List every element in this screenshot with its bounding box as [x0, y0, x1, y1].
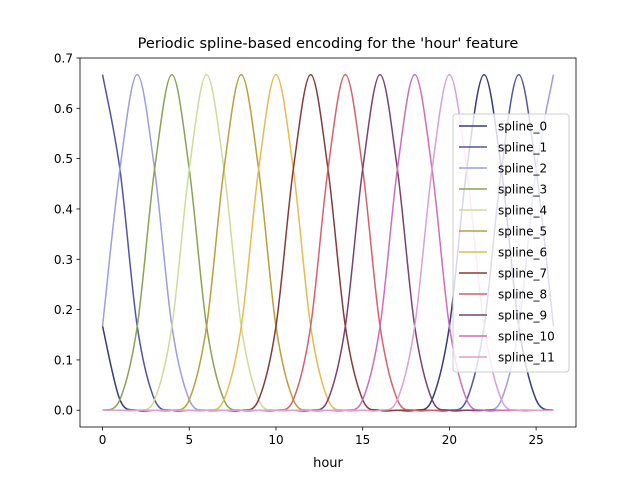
y-tick-label: 0.4: [54, 202, 73, 216]
y-tick-label: 0.7: [54, 52, 73, 66]
legend-label-spline_10: spline_10: [498, 330, 555, 344]
x-axis-label: hour: [313, 456, 343, 471]
legend-frame: [452, 113, 570, 373]
y-tick-label: 0.2: [54, 303, 73, 317]
legend-label-spline_9: spline_9: [498, 309, 547, 323]
legend-label-spline_1: spline_1: [498, 141, 547, 155]
y-tick-label: 0.0: [54, 404, 73, 418]
legend: spline_0 spline_1 spline_2 spline_3 spline_4…: [452, 113, 570, 373]
legend-label-spline_5: spline_5: [498, 225, 547, 239]
legend-label-spline_7: spline_7: [498, 267, 547, 281]
y-tick-label: 0.1: [54, 353, 73, 367]
legend-label-spline_8: spline_8: [498, 288, 547, 302]
chart-title: Periodic spline-based encoding for the '…: [138, 36, 519, 52]
legend-label-spline_3: spline_3: [498, 183, 547, 197]
plot-area: 0 5 10 15 20 25 0.0 0.1 0.2 0.3 0.4 0.5 0.6 0.7: [54, 52, 577, 447]
legend-label-spline_0: spline_0: [498, 120, 547, 134]
x-tick-label: 0: [99, 433, 107, 447]
x-tick-label: 5: [185, 433, 193, 447]
legend-label-spline_4: spline_4: [498, 204, 547, 218]
legend-label-spline_11: spline_11: [498, 351, 555, 365]
x-tick-label: 20: [442, 433, 457, 447]
y-tick-label: 0.3: [54, 253, 73, 267]
series-lines: [101, 73, 555, 412]
y-tick-label: 0.5: [54, 152, 73, 166]
x-tick-label: 25: [528, 433, 543, 447]
legend-label-spline_6: spline_6: [498, 246, 547, 260]
x-tick-label: 10: [268, 433, 283, 447]
axes-frame: [79, 57, 577, 428]
y-tick-label: 0.6: [54, 102, 73, 116]
legend-label-spline_2: spline_2: [498, 162, 547, 176]
x-tick-label: 15: [355, 433, 370, 447]
